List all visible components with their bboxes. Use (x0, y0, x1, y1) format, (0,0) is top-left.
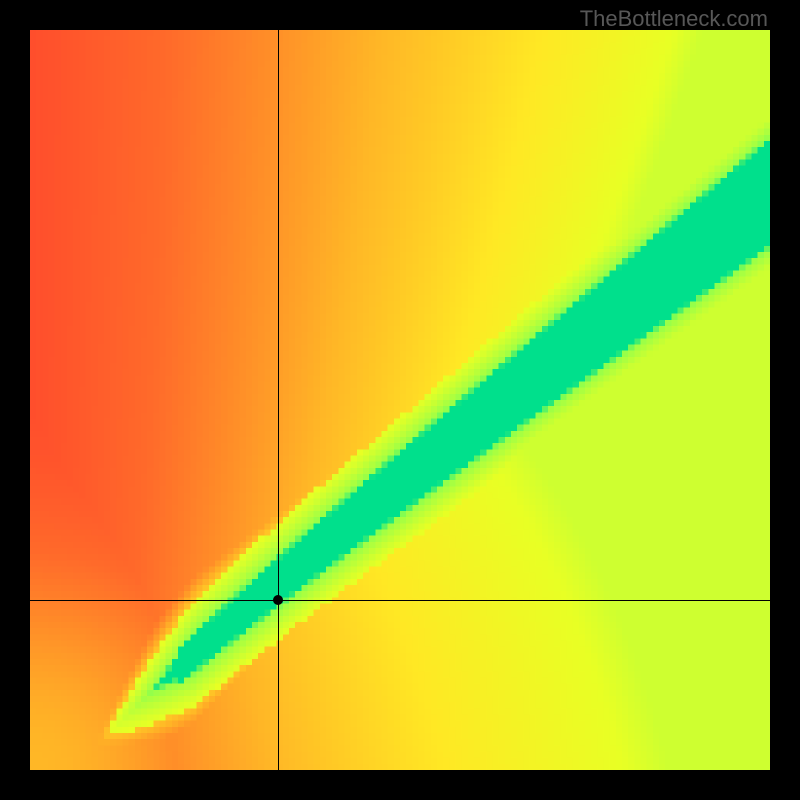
marker-dot (273, 595, 283, 605)
watermark-text: TheBottleneck.com (580, 6, 768, 32)
crosshair-horizontal (30, 600, 770, 601)
crosshair-vertical (278, 30, 279, 770)
heatmap-canvas (30, 30, 770, 770)
heatmap-plot (30, 30, 770, 770)
